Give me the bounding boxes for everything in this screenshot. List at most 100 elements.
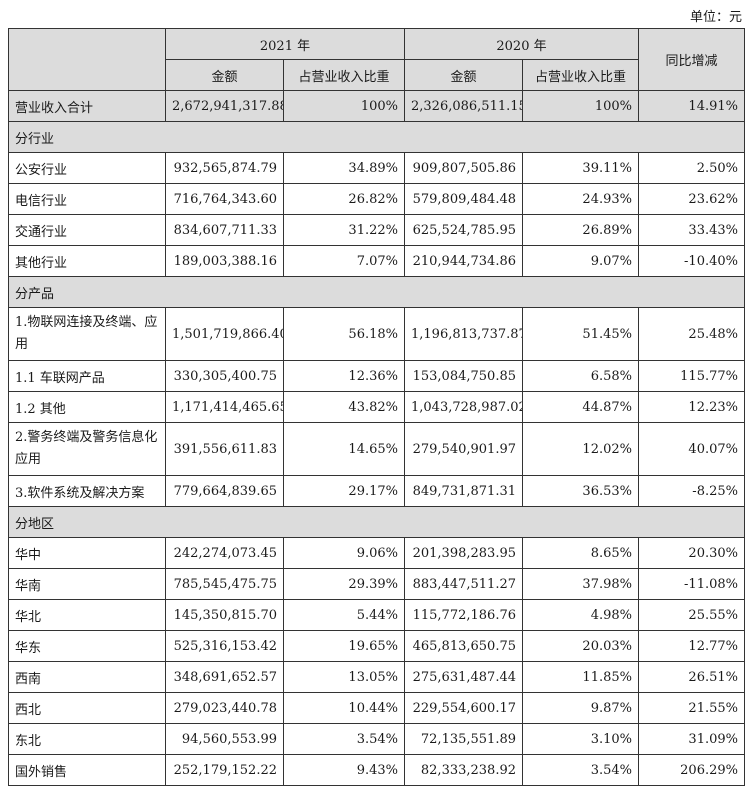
ratio-2021: 29.39% — [283, 568, 405, 600]
ratio-2020: 51.45% — [522, 307, 639, 361]
row-label: 1.2 其他 — [8, 391, 166, 423]
amount-2020: 153,084,750.85 — [404, 360, 523, 392]
yoy-change: 20.30% — [638, 537, 745, 569]
table-row: 华北 145,350,815.70 5.44% 115,772,186.76 4.98%… — [8, 599, 745, 631]
yoy-change: 31.09% — [638, 723, 745, 755]
total-amount-2020: 2,326,086,511.15 — [404, 90, 523, 122]
ratio-2021: 19.65% — [283, 630, 405, 662]
ratio-2021: 31.22% — [283, 214, 405, 246]
yoy-change: 26.51% — [638, 661, 745, 693]
table-row: 交通行业 834,607,711.33 31.22% 625,524,785.95 26… — [8, 214, 745, 246]
ratio-2021: 43.82% — [283, 391, 405, 423]
total-label: 营业收入合计 — [8, 90, 166, 122]
amount-2020: 1,043,728,987.02 — [404, 391, 523, 423]
yoy-change: 23.62% — [638, 183, 745, 215]
amount-2020: 909,807,505.86 — [404, 152, 523, 184]
table-row: 1.1 车联网产品 330,305,400.75 12.36% 153,084,750… — [8, 360, 745, 392]
yoy-change: 115.77% — [638, 360, 745, 392]
section-label-product: 分产品 — [8, 276, 745, 308]
yoy-change: 206.29% — [638, 754, 745, 786]
ratio-2020: 20.03% — [522, 630, 639, 662]
ratio-2021: 9.43% — [283, 754, 405, 786]
ratio-2020: 3.10% — [522, 723, 639, 755]
amount-2020: 82,333,238.92 — [404, 754, 523, 786]
amount-2021: 189,003,388.16 — [165, 245, 284, 277]
total-row: 营业收入合计 2,672,941,317.88 100% 2,326,086,5… — [8, 90, 745, 122]
ratio-2020: 6.58% — [522, 360, 639, 392]
section-label-region: 分地区 — [8, 506, 745, 538]
row-label: 东北 — [8, 723, 166, 755]
ratio-2020: 12.02% — [522, 422, 639, 476]
ratio-2020: 24.93% — [522, 183, 639, 215]
amount-2020: 883,447,511.27 — [404, 568, 523, 600]
ratio-2021: 5.44% — [283, 599, 405, 631]
total-amount-2021: 2,672,941,317.88 — [165, 90, 284, 122]
amount-2021: 330,305,400.75 — [165, 360, 284, 392]
amount-2020: 625,524,785.95 — [404, 214, 523, 246]
header-amount-2020: 金额 — [404, 59, 523, 91]
row-label: 西南 — [8, 661, 166, 693]
table-row: 国外销售 252,179,152.22 9.43% 82,333,238.92 3.54… — [8, 754, 745, 786]
row-label: 电信行业 — [8, 183, 166, 215]
row-label: 国外销售 — [8, 754, 166, 786]
table-row: 华东 525,316,153.42 19.65% 465,813,650.75 20.0… — [8, 630, 745, 662]
row-label: 华北 — [8, 599, 166, 631]
amount-2020: 229,554,600.17 — [404, 692, 523, 724]
table-row: 华南 785,545,475.75 29.39% 883,447,511.27 37.9… — [8, 568, 745, 600]
table-row: 西北 279,023,440.78 10.44% 229,554,600.17 9.87… — [8, 692, 745, 724]
yoy-change: 25.48% — [638, 307, 745, 361]
amount-2020: 465,813,650.75 — [404, 630, 523, 662]
amount-2020: 579,809,484.48 — [404, 183, 523, 215]
table-row: 公安行业 932,565,874.79 34.89% 909,807,505.86 39… — [8, 152, 745, 184]
amount-2021: 525,316,153.42 — [165, 630, 284, 662]
yoy-change: 40.07% — [638, 422, 745, 476]
table-row: 东北 94,560,553.99 3.54% 72,135,551.89 3.10% 31… — [8, 723, 745, 755]
total-yoy: 14.91% — [638, 90, 745, 122]
table-row: 西南 348,691,652.57 13.05% 275,631,487.44 11.8… — [8, 661, 745, 693]
yoy-change: -8.25% — [638, 475, 745, 507]
header-row-columns: 金额 占营业收入比重 金额 占营业收入比重 — [9, 59, 745, 91]
header-corner — [8, 28, 166, 91]
ratio-2021: 10.44% — [283, 692, 405, 724]
amount-2021: 932,565,874.79 — [165, 152, 284, 184]
table-row: 3.软件系统及解决方案 779,664,839.65 29.17% 849,731,8… — [8, 475, 745, 507]
row-label: 交通行业 — [8, 214, 166, 246]
ratio-2020: 26.89% — [522, 214, 639, 246]
row-label: 华南 — [8, 568, 166, 600]
row-label: 3.软件系统及解决方案 — [8, 475, 166, 507]
ratio-2020: 4.98% — [522, 599, 639, 631]
header-row-years: 2021 年 2020 年 同比增减 — [8, 28, 745, 91]
total-ratio-2021: 100% — [283, 90, 405, 122]
amount-2020: 1,196,813,737.87 — [404, 307, 523, 361]
ratio-2021: 26.82% — [283, 183, 405, 215]
ratio-2021: 9.06% — [283, 537, 405, 569]
ratio-2021: 3.54% — [283, 723, 405, 755]
ratio-2020: 8.65% — [522, 537, 639, 569]
row-label: 华中 — [8, 537, 166, 569]
yoy-change: 33.43% — [638, 214, 745, 246]
total-ratio-2020: 100% — [522, 90, 639, 122]
ratio-2020: 44.87% — [522, 391, 639, 423]
ratio-2020: 39.11% — [522, 152, 639, 184]
amount-2021: 1,501,719,866.40 — [165, 307, 284, 361]
section-row-industry: 分行业 — [8, 121, 745, 153]
amount-2020: 72,135,551.89 — [404, 723, 523, 755]
yoy-change: 12.77% — [638, 630, 745, 662]
header-amount-2021: 金额 — [165, 59, 284, 91]
header-year-2020: 2020 年 — [404, 28, 639, 60]
table-row: 华中 242,274,073.45 9.06% 201,398,283.95 8.65%… — [8, 537, 745, 569]
ratio-2021: 29.17% — [283, 475, 405, 507]
amount-2020: 201,398,283.95 — [404, 537, 523, 569]
amount-2021: 716,764,343.60 — [165, 183, 284, 215]
ratio-2020: 11.85% — [522, 661, 639, 693]
yoy-change: 25.55% — [638, 599, 745, 631]
revenue-table: 2021 年 2020 年 同比增减 金额 占营业收入比重 金额 占营业收入比重… — [8, 28, 745, 786]
ratio-2020: 36.53% — [522, 475, 639, 507]
yoy-change: -11.08% — [638, 568, 745, 600]
ratio-2021: 56.18% — [283, 307, 405, 361]
table-row: 电信行业 716,764,343.60 26.82% 579,809,484.48 24… — [8, 183, 745, 215]
amount-2021: 1,171,414,465.65 — [165, 391, 284, 423]
ratio-2020: 9.87% — [522, 692, 639, 724]
yoy-change: 12.23% — [638, 391, 745, 423]
ratio-2021: 12.36% — [283, 360, 405, 392]
